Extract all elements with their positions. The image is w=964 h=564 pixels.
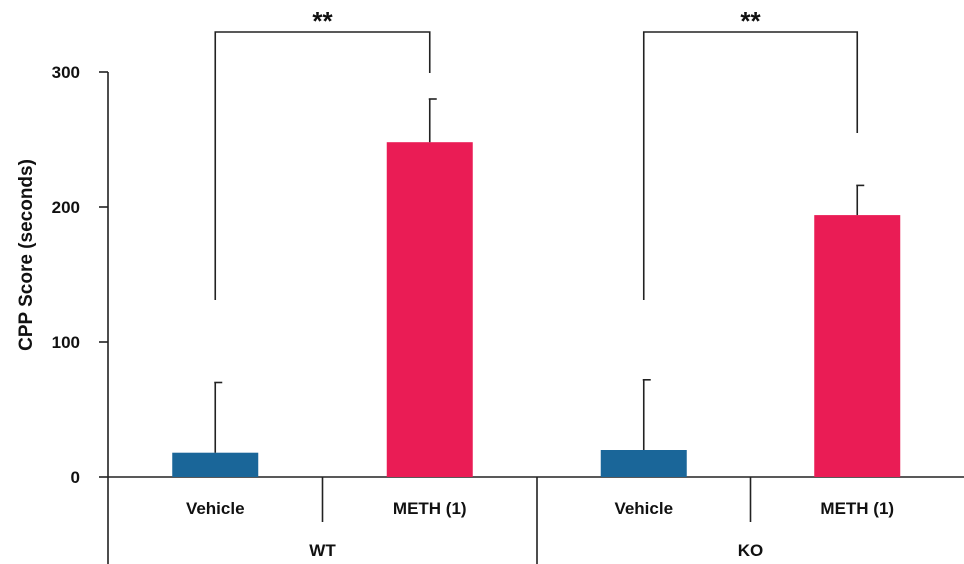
x-category-label: Vehicle bbox=[186, 499, 245, 518]
bars bbox=[172, 98, 901, 477]
significance-label: ** bbox=[312, 6, 333, 36]
labels: 0 100 200 300 Vehicle METH (1) WT ** Vehicle METH… bbox=[52, 6, 894, 560]
significance-bracket bbox=[214, 31, 431, 300]
y-axis-title: CPP Score (seconds) bbox=[16, 159, 37, 351]
x-category-label: Vehicle bbox=[614, 499, 673, 518]
bar-ko-vehicle bbox=[600, 450, 687, 477]
bar-ko-meth bbox=[814, 215, 901, 477]
bar-wt-meth bbox=[386, 142, 473, 477]
significance-bracket bbox=[642, 31, 859, 300]
x-category-label: METH (1) bbox=[393, 499, 467, 518]
y-tick-label: 300 bbox=[52, 63, 80, 82]
bar-wt-vehicle bbox=[172, 452, 259, 477]
x-group-label: WT bbox=[309, 541, 336, 560]
y-tick-label: 0 bbox=[71, 468, 80, 487]
y-tick-label: 100 bbox=[52, 333, 80, 352]
x-group-label: KO bbox=[738, 541, 764, 560]
significance-label: ** bbox=[740, 6, 761, 36]
x-category-label: METH (1) bbox=[820, 499, 894, 518]
y-tick-label: 200 bbox=[52, 198, 80, 217]
